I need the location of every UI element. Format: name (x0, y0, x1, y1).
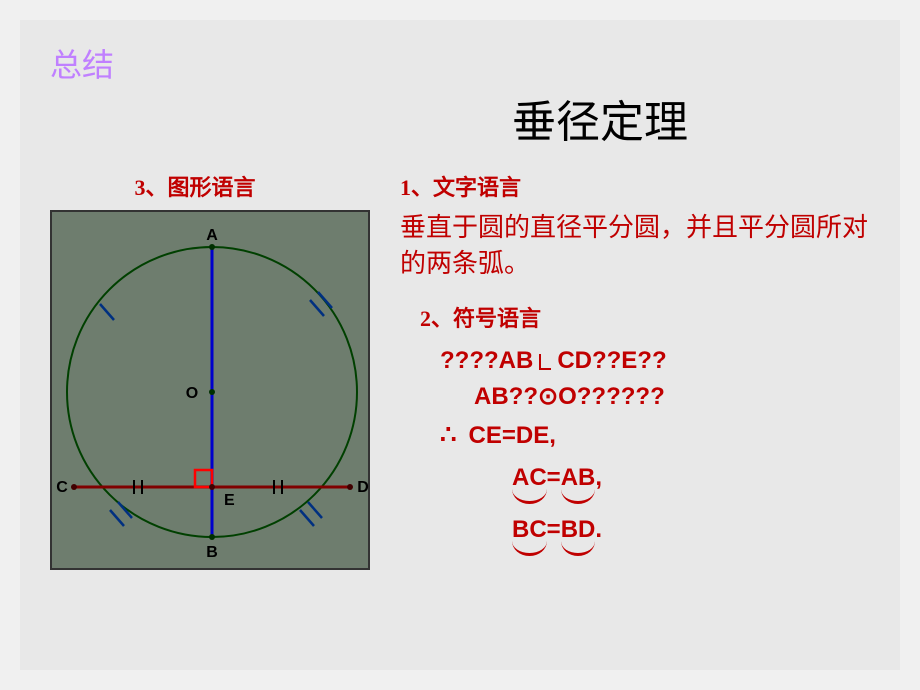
comma-1: , (595, 460, 602, 496)
conclusion-line-3: BC = BD . (512, 512, 870, 548)
slide-content: 总结 垂径定理 3、图形语言 (20, 20, 900, 670)
therefore-symbol: ∴ (440, 415, 457, 454)
tick-bd-1 (300, 510, 314, 526)
section-3-label: 3、图形语言 (10, 170, 380, 202)
conclusion-line-2: AC = AB , (512, 460, 870, 496)
label-a: A (206, 227, 218, 244)
point-e (209, 484, 215, 490)
circle-diagram-svg: A B C D E O (52, 212, 372, 572)
content-row: 3、图形语言 (50, 170, 870, 570)
point-d (347, 484, 353, 490)
summary-label: 总结 (50, 40, 870, 86)
premise-line-2: AB??⊙O?????? (474, 379, 870, 415)
label-c: C (56, 479, 68, 496)
label-b: B (206, 544, 218, 561)
label-e: E (224, 492, 235, 509)
premise-line-1: ????AB CD??E?? (440, 343, 870, 379)
period-1: . (595, 512, 602, 548)
geometry-diagram: A B C D E O (50, 210, 370, 570)
eq-sign-1: = (547, 460, 561, 496)
perpendicular-icon (539, 354, 551, 370)
label-o: O (186, 385, 198, 402)
premise-1-post: CD??E?? (557, 343, 666, 379)
section-1-label: 1、文字语言 (400, 170, 870, 202)
point-b (209, 534, 215, 540)
tick-bc-1 (110, 510, 124, 526)
tick-ac (100, 304, 114, 320)
point-a (209, 244, 215, 250)
arc-ab: AB (561, 460, 596, 496)
conclusion-line-1: ∴ CE=DE, (440, 415, 870, 454)
label-d: D (357, 479, 369, 496)
right-column: 1、文字语言 垂直于圆的直径平分圆，并且平分圆所对的两条弧。 2、符号语言 ??… (400, 170, 870, 570)
arc-bd: BD (561, 512, 596, 548)
tick-ad-1 (310, 300, 324, 316)
main-title: 垂径定理 (330, 86, 870, 150)
conclusion-1: CE=DE, (469, 418, 556, 454)
right-angle-mark (195, 470, 212, 487)
section-2-label: 2、符号语言 (420, 301, 870, 333)
arc-ac: AC (512, 460, 547, 496)
point-c (71, 484, 77, 490)
eq-sign-2: = (547, 512, 561, 548)
left-column: 3、图形语言 (50, 170, 380, 570)
text-language-statement: 垂直于圆的直径平分圆，并且平分圆所对的两条弧。 (400, 210, 870, 283)
symbol-language-block: ????AB CD??E?? AB??⊙O?????? ∴ CE=DE, AC =… (440, 343, 870, 548)
arc-bc: BC (512, 512, 547, 548)
tick-ad-2 (318, 292, 332, 308)
premise-1-pre: ????AB (440, 343, 533, 379)
point-o (209, 389, 215, 395)
tick-bc-2 (118, 502, 132, 518)
tick-bd-2 (308, 502, 322, 518)
